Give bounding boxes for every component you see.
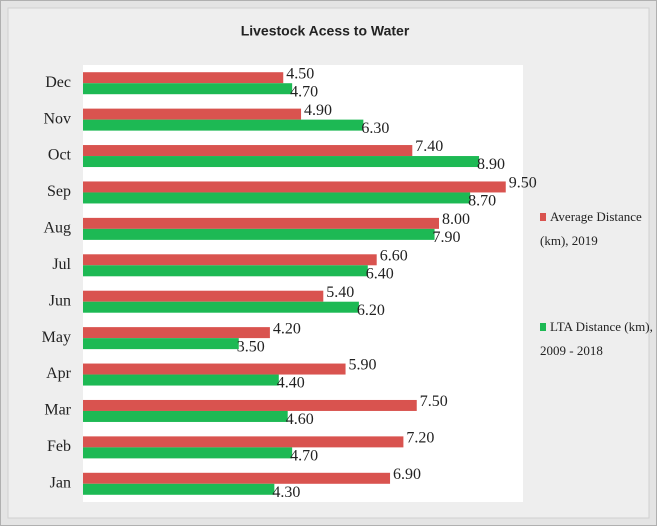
legend-swatch xyxy=(540,213,546,221)
data-label: 6.40 xyxy=(366,265,394,282)
plot-area xyxy=(83,65,523,502)
bar xyxy=(83,217,439,229)
legend-label: LTA Distance (km), 2009 - 2018 xyxy=(540,319,653,358)
bar xyxy=(83,410,288,422)
data-label: 4.20 xyxy=(273,320,301,337)
y-tick-label: Oct xyxy=(48,147,72,164)
bar xyxy=(83,374,279,386)
bar xyxy=(83,108,302,120)
y-tick-label: Apr xyxy=(46,365,72,382)
data-label: 4.30 xyxy=(272,484,300,501)
data-label: 7.50 xyxy=(420,393,448,410)
bar xyxy=(83,290,324,302)
bar xyxy=(83,483,275,495)
bar xyxy=(83,192,471,204)
bar xyxy=(83,119,364,131)
data-label: 5.40 xyxy=(326,284,354,301)
bar xyxy=(83,399,417,411)
bar xyxy=(83,145,413,157)
y-tick-label: Jan xyxy=(50,474,71,491)
bar xyxy=(83,83,293,95)
y-tick-label: Sep xyxy=(47,183,71,200)
bar xyxy=(83,254,377,266)
chart-title: Livestock Acess to Water xyxy=(241,23,410,39)
bar xyxy=(83,156,480,168)
data-label: 8.90 xyxy=(477,156,505,173)
data-label: 7.40 xyxy=(415,138,443,155)
legend-label: Average Distance (km), 2019 xyxy=(540,209,642,248)
data-label: 4.70 xyxy=(290,448,318,465)
legend-entry: Average Distance (km), 2019 xyxy=(540,205,655,253)
data-label: 4.90 xyxy=(304,102,332,119)
legend-entry: LTA Distance (km), 2009 - 2018 xyxy=(540,315,655,363)
bar xyxy=(83,72,284,84)
data-label: 3.50 xyxy=(237,338,265,355)
data-label: 4.60 xyxy=(286,411,314,428)
bar xyxy=(83,265,368,277)
data-label: 4.50 xyxy=(286,65,314,82)
bar xyxy=(83,436,404,448)
y-tick-label: Feb xyxy=(47,438,71,455)
bar xyxy=(83,472,391,484)
legend-swatch xyxy=(540,323,546,331)
data-label: 6.30 xyxy=(361,120,389,137)
data-label: 7.90 xyxy=(433,229,461,246)
bar xyxy=(83,327,270,339)
data-label: 6.60 xyxy=(380,247,408,264)
y-tick-label: Nov xyxy=(43,110,71,127)
data-label: 4.40 xyxy=(277,375,305,392)
bar xyxy=(83,301,359,313)
data-label: 4.70 xyxy=(290,83,318,100)
data-label: 6.90 xyxy=(393,466,421,483)
y-tick-label: Dec xyxy=(45,74,71,91)
data-label: 8.00 xyxy=(442,211,470,228)
bar xyxy=(83,447,293,459)
data-label: 5.90 xyxy=(349,357,377,374)
data-label: 8.70 xyxy=(468,193,496,210)
y-tick-label: Jun xyxy=(49,292,71,309)
y-tick-label: Aug xyxy=(43,220,71,237)
bar xyxy=(83,363,346,375)
data-label: 9.50 xyxy=(509,175,537,192)
bar xyxy=(83,228,435,240)
y-tick-label: May xyxy=(42,329,71,346)
data-label: 6.20 xyxy=(357,302,385,319)
bar xyxy=(83,338,239,350)
y-tick-label: Mar xyxy=(44,402,71,419)
data-label: 7.20 xyxy=(406,430,434,447)
y-tick-label: Jul xyxy=(52,256,71,273)
bar xyxy=(83,181,506,193)
